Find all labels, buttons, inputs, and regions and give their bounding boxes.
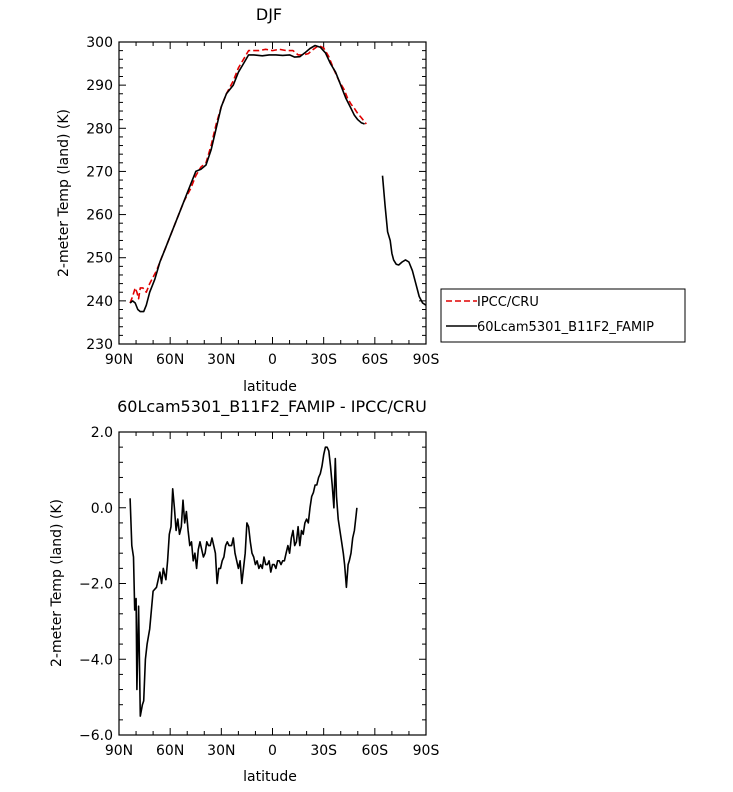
top-chart-y-axis-label: 2-meter Temp (land) (K) [56, 109, 72, 277]
bottom-chart-y-axis-label: 2-meter Temp (land) (K) [49, 499, 65, 667]
bottom-x-tick-label: 60N [156, 743, 184, 759]
bottom-chart-title: 60Lcam5301_B11F2_FAMIP - IPCC/CRU [117, 397, 427, 417]
top-y-tick-label: 260 [86, 208, 113, 224]
top-series-line-ipcc-cru-seg0 [129, 44, 367, 304]
top-series-line-60lcam5301-b11f2-famip-seg0 [129, 44, 365, 313]
top-plot-frame [118, 41, 427, 345]
legend-box [440, 288, 686, 343]
bottom-plot-frame [118, 431, 427, 736]
legend-label-model: 60Lcam5301_B11F2_FAMIP [477, 320, 654, 335]
legend-label-ipcc-cru: IPCC/CRU [477, 295, 539, 310]
bottom-x-tick-label: 0 [268, 743, 277, 759]
bottom-series-line-difference-seg0 [129, 446, 358, 717]
top-plot-area: 90N 60N 30N 0 30S 60S 90S 230 240 250 260 270 280 290… [86, 35, 439, 368]
top-y-tick-label: 290 [86, 78, 113, 94]
top-y-tick-label: 250 [86, 251, 113, 267]
bottom-x-tick-label: 90S [413, 743, 440, 759]
bottom-plot-area: 90N 60N 30N 0 30S 60S 90S −6.0 −4.0 −2.0 0.0 2.0 [79, 425, 439, 759]
top-x-tick-label: 90N [105, 352, 133, 368]
top-x-tick-label: 30S [310, 352, 337, 368]
top-y-tick-label: 280 [86, 121, 113, 137]
top-x-tick-label: 60S [361, 352, 388, 368]
top-x-tick-label: 0 [268, 352, 277, 368]
bottom-y-tick-label: 0.0 [91, 501, 113, 517]
bottom-x-tick-label: 60S [361, 743, 388, 759]
top-y-tick-label: 240 [86, 294, 113, 310]
top-y-tick-label: 300 [86, 35, 113, 51]
top-series-line-60lcam5301-b11f2-famip-seg1 [381, 175, 427, 306]
top-y-tick-label: 270 [86, 164, 113, 180]
bottom-x-tick-label: 30S [310, 743, 337, 759]
bottom-y-tick-label: −2.0 [79, 577, 113, 593]
bottom-y-tick-label: 2.0 [91, 425, 113, 441]
bottom-chart-x-axis-label: latitude [243, 769, 297, 785]
top-x-tick-label: 60N [156, 352, 184, 368]
top-chart: DJF 90N 60N 30N 0 30S 60S 90S 230 240 250 260 270 28… [56, 5, 686, 395]
top-x-tick-label: 30N [207, 352, 235, 368]
top-chart-x-axis-label: latitude [243, 379, 297, 395]
bottom-x-tick-label: 30N [207, 743, 235, 759]
top-chart-title: DJF [256, 5, 282, 24]
bottom-y-tick-label: −6.0 [79, 728, 113, 744]
top-x-tick-label: 90S [413, 352, 440, 368]
legend: IPCC/CRU 60Lcam5301_B11F2_FAMIP [440, 288, 686, 343]
bottom-x-tick-label: 90N [105, 743, 133, 759]
bottom-chart: 60Lcam5301_B11F2_FAMIP - IPCC/CRU 90N 60N… [49, 397, 439, 785]
bottom-y-tick-label: −4.0 [79, 652, 113, 668]
top-y-tick-label: 230 [86, 337, 113, 353]
